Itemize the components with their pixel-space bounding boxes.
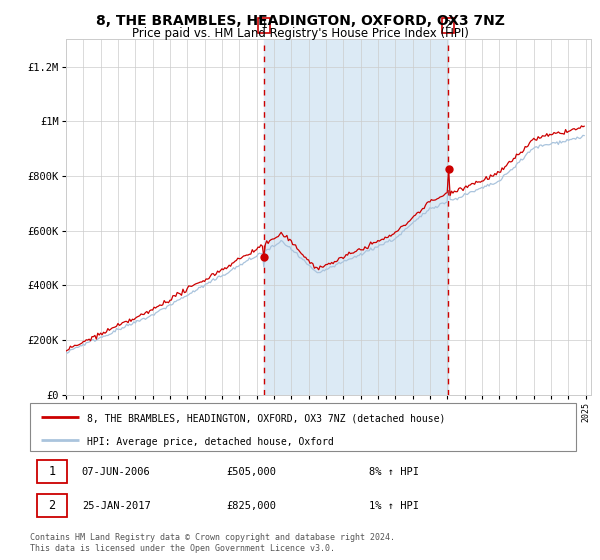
Text: 2: 2 (445, 20, 451, 30)
Text: 8, THE BRAMBLES, HEADINGTON, OXFORD, OX3 7NZ: 8, THE BRAMBLES, HEADINGTON, OXFORD, OX3… (95, 14, 505, 28)
Text: £825,000: £825,000 (227, 501, 277, 511)
Text: 2: 2 (48, 499, 55, 512)
Text: HPI: Average price, detached house, Oxford: HPI: Average price, detached house, Oxfo… (88, 437, 334, 447)
FancyBboxPatch shape (37, 460, 67, 483)
Text: 1% ↑ HPI: 1% ↑ HPI (368, 501, 419, 511)
Text: 07-JUN-2006: 07-JUN-2006 (82, 466, 151, 477)
Text: 8, THE BRAMBLES, HEADINGTON, OXFORD, OX3 7NZ (detached house): 8, THE BRAMBLES, HEADINGTON, OXFORD, OX3… (88, 413, 446, 423)
FancyBboxPatch shape (30, 403, 576, 451)
Text: 1: 1 (48, 465, 55, 478)
Text: 1: 1 (260, 20, 267, 30)
Bar (264, 39, 448, 395)
FancyBboxPatch shape (37, 494, 67, 517)
Text: 8% ↑ HPI: 8% ↑ HPI (368, 466, 419, 477)
Text: 25-JAN-2017: 25-JAN-2017 (82, 501, 151, 511)
Text: Contains HM Land Registry data © Crown copyright and database right 2024.
This d: Contains HM Land Registry data © Crown c… (30, 533, 395, 553)
Text: £505,000: £505,000 (227, 466, 277, 477)
Text: Price paid vs. HM Land Registry's House Price Index (HPI): Price paid vs. HM Land Registry's House … (131, 27, 469, 40)
